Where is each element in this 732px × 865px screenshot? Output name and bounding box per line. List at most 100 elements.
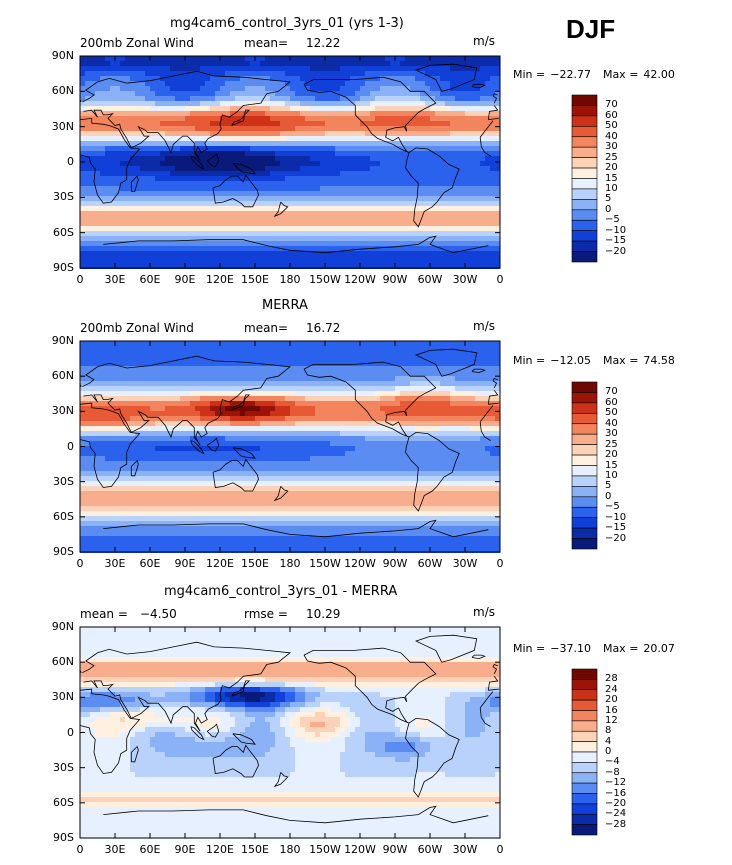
colorbar-swatch [571,126,598,138]
x-tick-label: 60E [139,843,161,856]
colorbar-label: −28 [605,818,627,830]
x-tick-label: 90E [174,843,196,856]
colorbar-swatch [571,741,598,753]
x-tick-label: 90W [382,843,408,856]
max-value: 74.58 [643,354,675,367]
panel-units: m/s [473,34,495,48]
colorbar-swatch [571,475,598,487]
colorbar-label: 20 [605,162,618,174]
colorbar-label: 28 [605,673,618,685]
colorbar-label: −15 [605,522,627,534]
colorbar-label: 25 [605,151,618,163]
colorbar-swatch [571,517,598,529]
map-field [79,55,501,269]
y-tick-label: 30N [51,119,74,133]
colorbar-label: 15 [605,172,618,184]
x-tick-label: 0 [496,843,504,856]
colorbar-swatch [571,689,598,701]
colorbar-swatch [571,433,598,445]
panel-min-max: Min = −37.10 Max = 20.07 [513,642,680,655]
colorbar-swatch [571,188,598,200]
colorbar-label: 50 [605,120,618,132]
colorbar-label: 12 [605,714,618,726]
colorbar-swatch [571,381,598,393]
colorbar-label: 40 [605,417,618,429]
panel-title: MERRA [262,298,308,313]
panel-stat-label: mean= [244,36,289,50]
colorbar-swatch [571,230,598,242]
max-label: Max = [602,642,639,655]
colorbar-swatch [571,423,598,435]
x-tick-label: 150W [309,843,341,856]
x-tick-label: 180 [279,557,301,570]
x-tick-label: 30W [452,843,478,856]
x-tick-label: 30E [104,843,126,856]
colorbar-swatch [571,94,598,106]
colorbar-swatch [571,219,598,231]
colorbar-swatch [571,730,598,742]
colorbar-swatch [571,762,598,774]
colorbar-swatch [571,146,598,158]
x-tick-label: 30W [452,273,478,286]
colorbar-swatch [571,803,598,815]
colorbar-label: −5 [605,501,620,513]
colorbar-label: 25 [605,438,618,450]
map-field [79,626,501,839]
colorbar-label: 60 [605,396,618,408]
y-tick-label: 30S [53,474,74,488]
colorbar-label: 20 [605,694,618,706]
y-tick-label: 60S [53,225,74,239]
colorbar-swatch [571,793,598,805]
x-tick-label: 120E [206,273,234,286]
x-tick-label: 120W [344,843,376,856]
colorbar-label: 70 [605,99,618,111]
colorbar-swatch [571,486,598,498]
x-tick-label: 180 [279,273,301,286]
colorbar-label: −5 [605,214,620,226]
x-tick-label: 90W [382,557,408,570]
colorbar-swatch [571,199,598,211]
x-tick-label: 180 [279,843,301,856]
colorbar-label: 60 [605,109,618,121]
x-tick-label: 150E [241,843,269,856]
panel-title: mg4cam6_control_3yrs_01 - MERRA [164,584,398,599]
colorbar-label: −10 [605,224,627,236]
colorbar-swatch [571,209,598,221]
y-tick-label: 60N [51,84,74,98]
colorbar-label: 70 [605,386,618,398]
panel-stat-label: mean= [244,321,289,335]
colorbar-label: 8 [605,725,612,737]
x-tick-label: 30E [104,273,126,286]
colorbar-swatch [571,751,598,763]
colorbar-swatch [571,782,598,794]
y-tick-label: 90S [53,261,74,274]
colorbar-label: −12 [605,777,627,789]
x-tick-label: 0 [496,557,504,570]
colorbar-swatch [571,105,598,117]
colorbar-swatch [571,679,598,691]
x-tick-label: 120W [344,557,376,570]
y-tick-label: 60S [53,795,74,809]
colorbar-swatch [571,496,598,508]
colorbar-swatch [571,413,598,425]
colorbar-label: −16 [605,787,627,799]
y-tick-label: 30N [51,404,74,418]
colorbar-label: 4 [605,735,612,747]
colorbar-swatch [571,178,598,190]
x-tick-label: 150W [309,557,341,570]
colorbar-label: 20 [605,449,618,461]
colorbar-swatch [571,506,598,518]
colorbar-label: 10 [605,469,618,481]
x-tick-label: 60W [417,273,443,286]
x-tick-label: 60E [139,273,161,286]
colorbar-label: 30 [605,428,618,440]
x-tick-label: 120W [344,273,376,286]
y-tick-label: 30S [53,760,74,774]
max-value: 42.00 [643,68,675,81]
x-tick-label: 60E [139,557,161,570]
min-label: Min = [513,354,546,367]
min-label: Min = [513,642,546,655]
colorbar-label: 0 [605,203,612,215]
colorbar-swatch [571,115,598,127]
colorbar-label: 0 [605,490,612,502]
